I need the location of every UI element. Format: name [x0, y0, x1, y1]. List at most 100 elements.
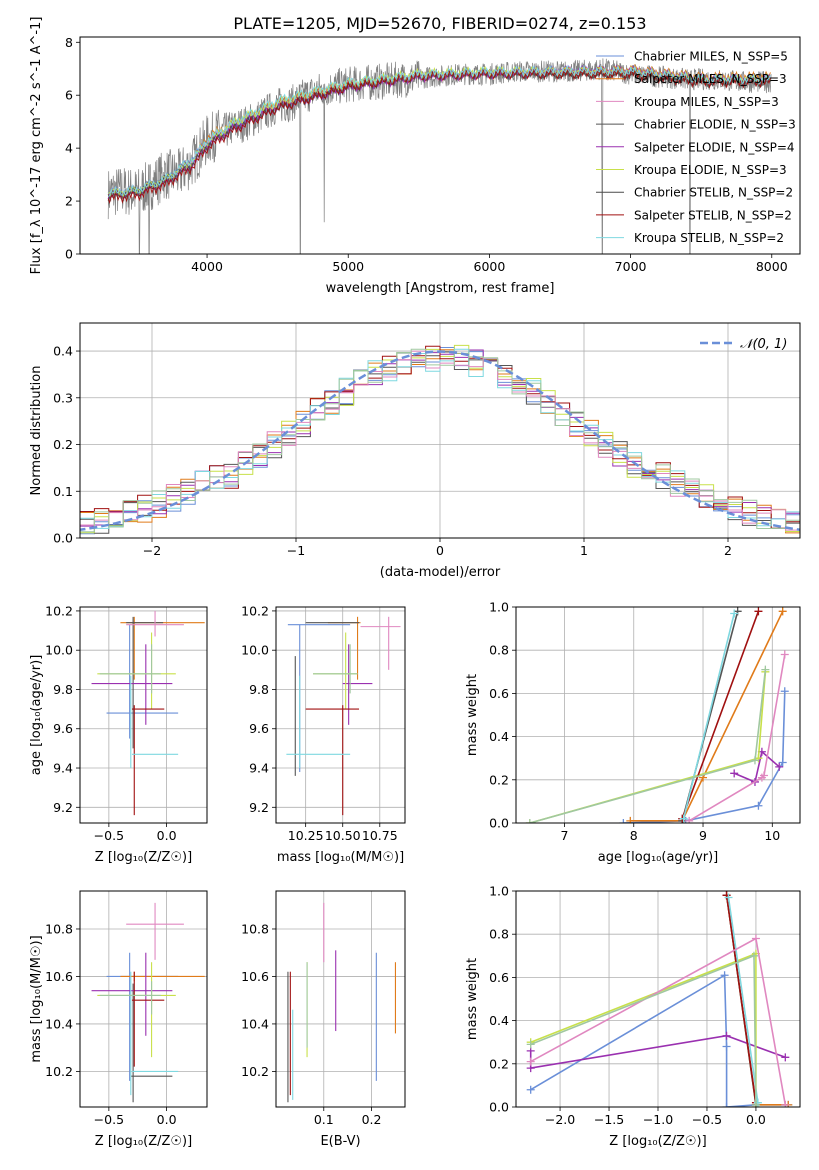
x-tick-label: 0.0	[157, 828, 177, 843]
y-tick-label: 0.2	[489, 1056, 509, 1071]
y-axis-label: mass [log₁₀(M/M☉)]	[29, 935, 44, 1062]
axes-mass-vs-Z: −0.5 0.0 10.2 10.4 10.6 10.8 Z [log₁₀(Z/Z☉)] ma…	[29, 890, 208, 1149]
x-tick-label: 9	[699, 828, 707, 843]
axes-residuals: −2 −1 0 1 2 0.0 0.1 0.2 0.3 0.4 (data-model)/error…	[29, 322, 801, 580]
y-axis-label: Flux [f_λ 10^-17 erg cm^-2 s^-1 A^-1]	[29, 17, 44, 275]
x-tick-label: 0.2	[362, 1112, 382, 1127]
y-tick-label: 10.0	[45, 643, 73, 658]
y-tick-label: 0.4	[489, 729, 509, 744]
axes-mass-vs-EBV: 0.1 0.2 10.2 10.4 10.6 10.8 E(B-V)	[241, 890, 406, 1149]
x-tick-label: −1.5	[594, 1112, 624, 1127]
y-tick-label: 0.2	[489, 772, 509, 787]
y-tick-label: 9.2	[53, 800, 73, 815]
y-tick-label: 9.6	[53, 721, 73, 736]
plus-marker	[749, 951, 758, 960]
y-tick-label: 0.6	[489, 686, 509, 701]
x-tick-label: 0	[436, 543, 444, 558]
mass-weight-line	[529, 671, 767, 823]
legend-label: Kroupa STELIB, N_SSP=2	[634, 231, 784, 245]
x-tick-label: 1	[580, 543, 588, 558]
y-tick-label: 10.4	[241, 1016, 269, 1031]
x-tick-label: 7	[561, 828, 569, 843]
x-tick-label: 4000	[191, 259, 223, 274]
x-axis-label: Z [log₁₀(Z/Z☉)]	[609, 1134, 706, 1149]
plot-area	[91, 902, 205, 1103]
model-spectrum-line	[107, 67, 771, 205]
plus-marker	[619, 819, 628, 823]
y-axis-label: mass weight	[465, 674, 480, 756]
axes-mass-weight-vs-age: 7 8 9 10 0.0 0.2 0.4 0.6 0.8 1.0 age [log₁₀(age/yr…	[465, 600, 801, 865]
plus-marker	[751, 1100, 760, 1107]
x-tick-label: 2	[724, 543, 732, 558]
plus-marker	[526, 1040, 535, 1049]
plus-marker	[780, 687, 789, 696]
axes-frame	[79, 322, 801, 539]
y-tick-label: 0.2	[53, 437, 73, 452]
mass-weight-line	[682, 613, 735, 819]
axes-frame	[515, 606, 801, 824]
plus-marker	[526, 1057, 535, 1066]
y-tick-label: 0.6	[489, 970, 509, 985]
y-tick-label: 0	[65, 247, 73, 262]
y-tick-label: 9.4	[53, 761, 73, 776]
axes-frame	[275, 890, 406, 1108]
y-axis-label: Normed distribution	[29, 366, 44, 496]
x-axis-label: wavelength [Angstrom, rest frame]	[326, 281, 555, 296]
legend-label: Kroupa ELODIE, N_SSP=3	[634, 163, 787, 177]
y-tick-label: 10.2	[241, 1064, 269, 1079]
plus-marker	[720, 971, 729, 980]
model-spectrum-line	[108, 64, 771, 197]
mass-weight-line	[727, 897, 759, 1103]
plot-area	[286, 616, 401, 816]
histogram-step-line	[80, 348, 800, 538]
plus-marker	[750, 756, 759, 765]
y-axis-label: age [log₁₀(age/yr)]	[29, 655, 44, 776]
x-tick-label: 5000	[332, 259, 364, 274]
axes-frame	[515, 890, 801, 1108]
legend-label: Kroupa MILES, N_SSP=3	[634, 95, 779, 109]
mass-weight-line	[530, 954, 757, 1105]
plot-area	[107, 58, 772, 254]
plot-area	[80, 344, 800, 538]
y-tick-label: 10.8	[45, 921, 73, 936]
plus-marker	[730, 769, 739, 778]
legend-label: Chabrier MILES, N_SSP=5	[634, 50, 788, 64]
legend-label: Salpeter ELODIE, N_SSP=4	[634, 140, 795, 154]
axes-frame	[79, 890, 208, 1108]
y-tick-label: 6	[65, 88, 73, 103]
x-tick-label: 8	[630, 828, 638, 843]
x-tick-label: 10.75	[362, 828, 398, 843]
axes-frame	[79, 606, 208, 824]
x-tick-label: −2	[143, 543, 161, 558]
plus-marker	[759, 771, 768, 780]
plus-marker	[722, 1103, 731, 1107]
x-tick-label: 10.50	[325, 828, 361, 843]
observed-spectrum-line	[107, 58, 772, 254]
plus-marker	[751, 934, 760, 943]
y-tick-label: 10.2	[45, 1064, 73, 1079]
y-tick-label: 10.8	[241, 921, 269, 936]
plus-marker	[679, 814, 688, 823]
y-tick-label: 9.8	[53, 682, 73, 697]
y-axis-label: mass weight	[465, 958, 480, 1040]
y-tick-label: 0.3	[53, 390, 73, 405]
plus-marker	[775, 762, 784, 771]
y-tick-label: 0.8	[489, 927, 509, 942]
x-tick-label: −1	[287, 543, 305, 558]
plus-marker	[525, 819, 534, 823]
x-axis-label: E(B-V)	[320, 1134, 360, 1149]
y-tick-label: 10.0	[241, 643, 269, 658]
y-tick-label: 4	[65, 141, 73, 156]
plus-marker	[730, 609, 739, 618]
y-tick-label: 8	[65, 35, 73, 50]
plot-area	[526, 891, 793, 1107]
x-tick-label: 6000	[474, 259, 506, 274]
x-axis-label: age [log₁₀(age/yr)]	[598, 850, 719, 865]
x-axis-label: Z [log₁₀(Z/Z☉)]	[95, 850, 192, 865]
mass-weight-line	[630, 610, 784, 822]
plus-marker	[626, 816, 635, 823]
y-tick-label: 10.6	[241, 969, 269, 984]
plus-marker	[778, 607, 787, 616]
x-tick-label: 8000	[756, 259, 788, 274]
mass-weight-line	[733, 750, 780, 784]
